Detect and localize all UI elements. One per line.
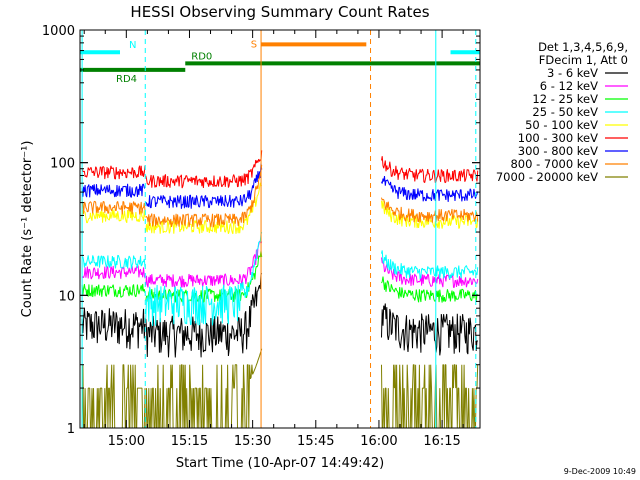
series-line-50-100-kev-seg1 bbox=[81, 208, 146, 224]
y-tick-label: 10 bbox=[58, 289, 75, 304]
time-markers bbox=[81, 30, 477, 428]
series-line-7000-20000-kev-seg3 bbox=[381, 364, 479, 429]
series-traces bbox=[81, 150, 479, 429]
legend-header-line-1: Det 1,3,4,5,6,9, bbox=[538, 40, 628, 54]
series-line-300-800-kev-seg2 bbox=[145, 163, 263, 209]
series-line-800-7000-kev-seg3 bbox=[381, 197, 479, 223]
x-tick-label: 16:00 bbox=[360, 434, 397, 449]
series-line-12-25-kev-seg1 bbox=[81, 283, 146, 298]
series-line-3-6-kev-seg2 bbox=[145, 273, 263, 358]
y-tick-label: 1000 bbox=[42, 24, 75, 39]
series-line-25-50-kev-seg3 bbox=[381, 250, 479, 280]
series-line-25-50-kev-seg1 bbox=[81, 254, 146, 269]
y-axis-ticks: 1 10 100 1000 bbox=[42, 24, 480, 437]
interval-label-rd0: RD0 bbox=[191, 51, 212, 62]
footer-timestamp: 9-Dec-2009 10:49 bbox=[564, 467, 636, 476]
interval-bars: N S RD0 RD4 bbox=[80, 39, 480, 85]
legend-label-12-25-kev: 12 - 25 keV bbox=[532, 92, 598, 106]
series-line-300-800-kev-seg1 bbox=[81, 183, 146, 198]
series-line-3-6-kev-seg1 bbox=[81, 307, 146, 350]
interval-label-rd4: RD4 bbox=[116, 74, 137, 85]
series-line-100-300-kev-seg3 bbox=[381, 156, 479, 184]
y-tick-label: 100 bbox=[50, 157, 75, 172]
legend-label-3-6-kev: 3 - 6 keV bbox=[547, 66, 598, 80]
y-axis-label: Count Rate (s⁻¹ detector⁻¹) bbox=[20, 141, 35, 318]
legend-label-50-100-kev: 50 - 100 keV bbox=[525, 118, 598, 132]
legend-label-7000-20000-kev: 7000 - 20000 keV bbox=[496, 170, 598, 184]
legend-header-line-2: FDecim 1, Att 0 bbox=[539, 53, 628, 67]
legend-label-6-12-kev: 6 - 12 keV bbox=[540, 79, 598, 93]
x-tick-label: 15:15 bbox=[171, 434, 208, 449]
legend: Det 1,3,4,5,6,9, FDecim 1, Att 0 3 - 6 k… bbox=[496, 40, 628, 184]
legend-label-25-50-kev: 25 - 50 keV bbox=[532, 105, 598, 119]
x-tick-label: 15:45 bbox=[297, 434, 334, 449]
series-line-300-800-kev-seg3 bbox=[381, 176, 479, 202]
series-line-100-300-kev-seg1 bbox=[81, 165, 146, 180]
series-line-6-12-kev-seg2 bbox=[145, 240, 263, 288]
series-line-7000-20000-kev-seg2 bbox=[145, 348, 263, 429]
series-line-50-100-kev-seg2 bbox=[145, 182, 262, 235]
interval-label-n: N bbox=[129, 40, 136, 51]
series-line-100-300-kev-seg2 bbox=[145, 150, 263, 189]
x-tick-label: 15:00 bbox=[108, 434, 145, 449]
legend-label-800-7000-kev: 800 - 7000 keV bbox=[510, 157, 598, 171]
series-line-800-7000-kev-seg2 bbox=[145, 164, 263, 228]
chart-title: HESSI Observing Summary Count Rates bbox=[130, 3, 429, 21]
legend-label-100-300-kev: 100 - 300 keV bbox=[518, 131, 598, 145]
y-tick-label: 1 bbox=[67, 422, 75, 437]
x-axis-label: Start Time (10-Apr-07 14:49:42) bbox=[176, 456, 384, 471]
x-axis-ticks: 15:00 15:15 15:30 15:45 16:00 16:15 bbox=[83, 30, 464, 449]
plot-frame bbox=[79, 29, 481, 429]
series-line-25-50-kev-seg2 bbox=[145, 232, 263, 327]
series-line-800-7000-kev-seg1 bbox=[81, 200, 146, 215]
series-line-12-25-kev-seg3 bbox=[381, 276, 479, 303]
interval-label-s: S bbox=[251, 39, 257, 50]
series-line-7000-20000-kev-seg1 bbox=[81, 364, 146, 429]
x-tick-label: 15:30 bbox=[234, 434, 271, 449]
series-line-6-12-kev-seg1 bbox=[81, 265, 146, 280]
series-line-3-6-kev-seg3 bbox=[381, 303, 479, 356]
series-line-6-12-kev-seg3 bbox=[381, 257, 479, 288]
legend-label-300-800-kev: 300 - 800 keV bbox=[518, 144, 598, 158]
x-tick-label: 16:15 bbox=[423, 434, 460, 449]
